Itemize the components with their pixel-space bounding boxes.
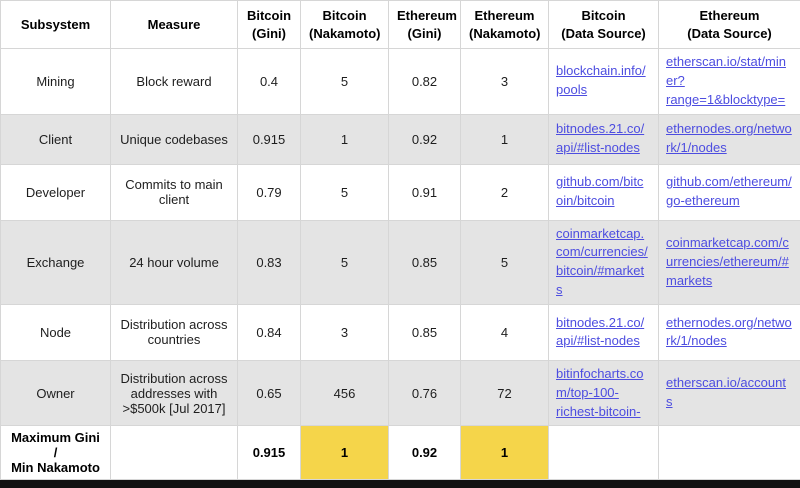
measure-cell: Commits to main client [111, 164, 238, 220]
btc-nakamoto-cell: 456 [301, 360, 389, 426]
btc-source-link[interactable]: bitinfocharts.com/top-100-richest-bitcoi… [556, 365, 650, 422]
table-row-exchange: Exchange 24 hour volume 0.83 5 0.85 5 co… [1, 220, 800, 304]
btc-nakamoto-cell: 3 [301, 304, 389, 360]
summary-eth-nakamoto-cell: 1 [461, 426, 549, 480]
btc-source-cell: coinmarketcap.com/currencies/bitcoin/#ma… [549, 220, 659, 304]
summary-eth-gini-cell: 0.92 [389, 426, 461, 480]
btc-source-link[interactable]: github.com/bitcoin/bitcoin [556, 173, 650, 211]
eth-gini-cell: 0.85 [389, 304, 461, 360]
eth-nakamoto-cell: 72 [461, 360, 549, 426]
measure-cell: Block reward [111, 49, 238, 115]
btc-source-link[interactable]: blockchain.info/pools [556, 62, 650, 100]
table-row-node: Node Distribution across countries 0.84 … [1, 304, 800, 360]
eth-source-link[interactable]: etherscan.io/accounts [666, 374, 792, 412]
btc-gini-cell: 0.79 [238, 164, 301, 220]
col-header-subsystem: Subsystem [1, 1, 111, 49]
btc-source-cell: bitinfocharts.com/top-100-richest-bitcoi… [549, 360, 659, 426]
btc-gini-cell: 0.83 [238, 220, 301, 304]
eth-source-cell: github.com/ethereum/go-ethereum [659, 164, 800, 220]
measure-cell: Unique codebases [111, 114, 238, 164]
summary-label: Maximum Gini / Min Nakamoto [1, 426, 111, 480]
eth-nakamoto-cell: 1 [461, 114, 549, 164]
col-header-eth-gini: Ethereum (Gini) [389, 1, 461, 49]
subsystem-cell: Owner [1, 360, 111, 426]
col-header-btc-gini: Bitcoin (Gini) [238, 1, 301, 49]
eth-gini-cell: 0.82 [389, 49, 461, 115]
eth-nakamoto-cell: 5 [461, 220, 549, 304]
btc-source-cell: github.com/bitcoin/bitcoin [549, 164, 659, 220]
eth-source-cell: etherscan.io/accounts [659, 360, 800, 426]
eth-source-link[interactable]: ethernodes.org/network/1/nodes [666, 314, 792, 352]
eth-nakamoto-cell: 2 [461, 164, 549, 220]
eth-nakamoto-cell: 4 [461, 304, 549, 360]
header-row: Subsystem Measure Bitcoin (Gini) Bitcoin… [1, 1, 800, 49]
btc-source-cell: blockchain.info/pools [549, 49, 659, 115]
summary-row: Maximum Gini / Min Nakamoto 0.915 1 0.92… [1, 426, 800, 480]
btc-nakamoto-cell: 5 [301, 164, 389, 220]
eth-source-link[interactable]: coinmarketcap.com/currencies/ethereum/#m… [666, 234, 792, 291]
btc-gini-cell: 0.4 [238, 49, 301, 115]
col-header-eth-nakamoto: Ethereum (Nakamoto) [461, 1, 549, 49]
eth-gini-cell: 0.92 [389, 114, 461, 164]
btc-source-cell: bitnodes.21.co/api/#list-nodes [549, 304, 659, 360]
eth-gini-cell: 0.76 [389, 360, 461, 426]
eth-source-link[interactable]: etherscan.io/stat/miner?range=1&blocktyp… [666, 53, 792, 110]
subsystem-cell: Exchange [1, 220, 111, 304]
bottom-bar [0, 480, 800, 488]
subsystem-cell: Mining [1, 49, 111, 115]
subsystem-cell: Node [1, 304, 111, 360]
eth-source-cell: etherscan.io/stat/miner?range=1&blocktyp… [659, 49, 800, 115]
table-row-mining: Mining Block reward 0.4 5 0.82 3 blockch… [1, 49, 800, 115]
btc-source-link[interactable]: bitnodes.21.co/api/#list-nodes [556, 120, 650, 158]
subsystem-cell: Client [1, 114, 111, 164]
eth-source-link[interactable]: ethernodes.org/network/1/nodes [666, 120, 792, 158]
btc-source-link[interactable]: coinmarketcap.com/currencies/bitcoin/#ma… [556, 225, 650, 300]
col-header-btc-nakamoto: Bitcoin (Nakamoto) [301, 1, 389, 49]
col-header-btc-source: Bitcoin (Data Source) [549, 1, 659, 49]
measure-cell: Distribution across addresses with >$500… [111, 360, 238, 426]
col-header-measure: Measure [111, 1, 238, 49]
btc-gini-cell: 0.84 [238, 304, 301, 360]
table-row-client: Client Unique codebases 0.915 1 0.92 1 b… [1, 114, 800, 164]
eth-gini-cell: 0.85 [389, 220, 461, 304]
summary-eth-source-empty-cell [659, 426, 800, 480]
summary-btc-gini-cell: 0.915 [238, 426, 301, 480]
subsystem-cell: Developer [1, 164, 111, 220]
table-row-developer: Developer Commits to main client 0.79 5 … [1, 164, 800, 220]
eth-gini-cell: 0.91 [389, 164, 461, 220]
btc-nakamoto-cell: 5 [301, 220, 389, 304]
summary-btc-source-empty-cell [549, 426, 659, 480]
btc-gini-cell: 0.65 [238, 360, 301, 426]
eth-source-cell: coinmarketcap.com/currencies/ethereum/#m… [659, 220, 800, 304]
measure-cell: Distribution across countries [111, 304, 238, 360]
summary-btc-nakamoto-cell: 1 [301, 426, 389, 480]
btc-nakamoto-cell: 1 [301, 114, 389, 164]
btc-nakamoto-cell: 5 [301, 49, 389, 115]
eth-source-cell: ethernodes.org/network/1/nodes [659, 304, 800, 360]
eth-source-link[interactable]: github.com/ethereum/go-ethereum [666, 173, 792, 211]
col-header-eth-source: Ethereum (Data Source) [659, 1, 800, 49]
btc-source-link[interactable]: bitnodes.21.co/api/#list-nodes [556, 314, 650, 352]
summary-measure-empty-cell [111, 426, 238, 480]
btc-source-cell: bitnodes.21.co/api/#list-nodes [549, 114, 659, 164]
measure-cell: 24 hour volume [111, 220, 238, 304]
table-row-owner: Owner Distribution across addresses with… [1, 360, 800, 426]
btc-gini-cell: 0.915 [238, 114, 301, 164]
eth-source-cell: ethernodes.org/network/1/nodes [659, 114, 800, 164]
eth-nakamoto-cell: 3 [461, 49, 549, 115]
